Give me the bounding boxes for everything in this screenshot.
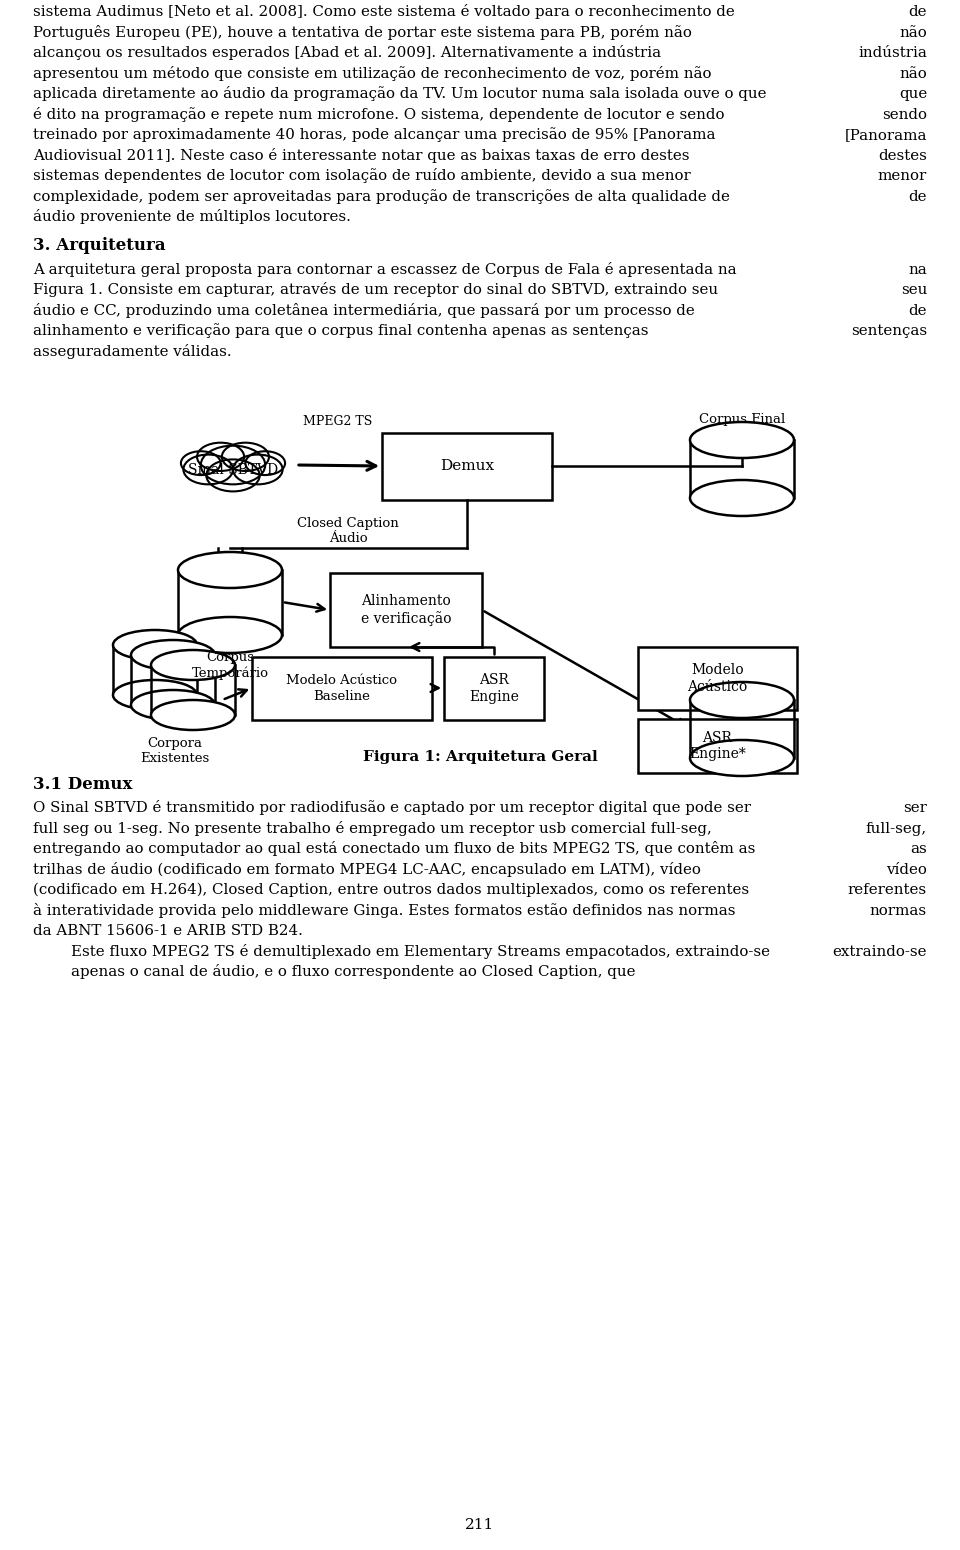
FancyBboxPatch shape [638, 719, 797, 773]
Text: Este fluxo MPEG2 TS é demultiplexado em Elementary Streams empacotados, extraind: Este fluxo MPEG2 TS é demultiplexado em … [71, 944, 770, 959]
Text: trilhas de áudio (codificado em formato MPEG4 LC-AAC, encapsulado em LATM), víde: trilhas de áudio (codificado em formato … [33, 862, 701, 877]
Text: é dito na programação e repete num microfone. O sistema, dependente de locutor e: é dito na programação e repete num micro… [33, 107, 725, 122]
Text: sistemas dependentes de locutor com isolação de ruído ambiente, devido a sua men: sistemas dependentes de locutor com isol… [33, 169, 691, 183]
Text: de: de [908, 189, 927, 203]
Text: sistema Audimus [Neto et al. 2008]. Como este sistema é voltado para o reconheci: sistema Audimus [Neto et al. 2008]. Como… [33, 5, 734, 19]
Text: Modelo Acústico
Baseline: Modelo Acústico Baseline [286, 674, 397, 702]
Text: à interatividade provida pelo middleware Ginga. Estes formatos estão definidos n: à interatividade provida pelo middleware… [33, 902, 735, 918]
Ellipse shape [197, 443, 244, 471]
Text: da ABNT 15606-1 e ARIB STD B24.: da ABNT 15606-1 e ARIB STD B24. [33, 924, 302, 938]
Text: Closed Caption: Closed Caption [298, 518, 398, 530]
Text: 3.1 Demux: 3.1 Demux [33, 777, 132, 794]
FancyBboxPatch shape [330, 574, 482, 646]
Ellipse shape [178, 617, 282, 653]
Polygon shape [178, 570, 282, 636]
Text: não: não [900, 67, 927, 81]
Text: de: de [908, 304, 927, 318]
Text: Português Europeu (PE), houve a tentativa de portar este sistema para PB, porém : Português Europeu (PE), houve a tentativ… [33, 25, 692, 40]
Text: que: que [899, 87, 927, 101]
Text: de: de [908, 5, 927, 19]
Text: A arquitetura geral proposta para contornar a escassez de Corpus de Fala é apres: A arquitetura geral proposta para contor… [33, 262, 736, 277]
Polygon shape [151, 665, 235, 715]
Text: referentes: referentes [848, 883, 927, 897]
Text: alinhamento e verificação para que o corpus final contenha apenas as sentenças: alinhamento e verificação para que o cor… [33, 324, 649, 338]
Ellipse shape [246, 451, 285, 474]
Text: ser: ser [903, 801, 927, 815]
Text: sendo: sendo [882, 107, 927, 122]
Text: (codificado em H.264), Closed Caption, entre outros dados multiplexados, como os: (codificado em H.264), Closed Caption, e… [33, 883, 749, 897]
Text: 211: 211 [466, 1517, 494, 1531]
FancyBboxPatch shape [638, 646, 797, 710]
Text: não: não [900, 26, 927, 40]
Text: destes: destes [878, 149, 927, 163]
Ellipse shape [151, 649, 235, 680]
Ellipse shape [201, 446, 265, 484]
Text: alcançou os resultados esperados [Abad et al. 2009]. Alternativamente a indústri: alcançou os resultados esperados [Abad e… [33, 45, 661, 60]
Polygon shape [113, 645, 197, 694]
Text: Sinal SBTVD: Sinal SBTVD [188, 463, 278, 477]
Polygon shape [690, 440, 794, 498]
Text: Modelo
Acústico: Modelo Acústico [687, 663, 748, 693]
Text: sentenças: sentenças [851, 324, 927, 338]
Ellipse shape [131, 690, 215, 721]
Text: Alinhamento
e verificação: Alinhamento e verificação [361, 594, 451, 626]
Text: apresentou um método que consiste em utilização de reconhecimento de voz, porém : apresentou um método que consiste em uti… [33, 65, 711, 81]
Ellipse shape [180, 451, 221, 474]
Text: 3. Arquitetura: 3. Arquitetura [33, 237, 166, 254]
Ellipse shape [131, 640, 215, 670]
Text: Demux: Demux [440, 459, 494, 473]
Text: normas: normas [870, 904, 927, 918]
Text: [Panorama: [Panorama [845, 129, 927, 143]
Ellipse shape [233, 454, 282, 484]
Text: full seg ou 1-seg. No presente trabalho é empregado um receptor usb comercial fu: full seg ou 1-seg. No presente trabalho … [33, 820, 711, 835]
Ellipse shape [113, 629, 197, 660]
Ellipse shape [690, 739, 794, 777]
Text: MPEG2 TS: MPEG2 TS [303, 415, 372, 428]
Text: apenas o canal de áudio, e o fluxo correspondente ao Closed Caption, que: apenas o canal de áudio, e o fluxo corre… [71, 964, 636, 980]
Ellipse shape [690, 682, 794, 718]
FancyBboxPatch shape [252, 657, 432, 721]
Text: entregando ao computador ao qual está conectado um fluxo de bits MPEG2 TS, que c: entregando ao computador ao qual está co… [33, 842, 756, 856]
Text: indústria: indústria [858, 46, 927, 60]
Text: menor: menor [877, 169, 927, 183]
Text: complexidade, podem ser aproveitadas para produção de transcrições de alta quali: complexidade, podem ser aproveitadas par… [33, 189, 730, 203]
Ellipse shape [151, 701, 235, 730]
Text: Áudio: Áudio [328, 532, 368, 544]
Text: Corpus Final: Corpus Final [699, 412, 785, 426]
Text: Audiovisual 2011]. Neste caso é interessante notar que as baixas taxas de erro d: Audiovisual 2011]. Neste caso é interess… [33, 147, 689, 163]
Ellipse shape [113, 680, 197, 710]
Ellipse shape [206, 459, 259, 491]
Text: Corpora
Existentes: Corpora Existentes [140, 736, 209, 766]
Text: seu: seu [900, 284, 927, 298]
Ellipse shape [690, 480, 794, 516]
Text: treinado por aproximadamente 40 horas, pode alcançar uma precisão de 95% [Panora: treinado por aproximadamente 40 horas, p… [33, 127, 715, 143]
Text: as: as [910, 842, 927, 856]
Ellipse shape [222, 443, 269, 471]
Text: áudio e CC, produzindo uma coletânea intermediária, que passará por um processo : áudio e CC, produzindo uma coletânea int… [33, 302, 695, 318]
Text: asseguradamente válidas.: asseguradamente válidas. [33, 344, 231, 358]
Ellipse shape [183, 454, 233, 484]
Ellipse shape [690, 422, 794, 457]
Text: áudio proveniente de múltiplos locutores.: áudio proveniente de múltiplos locutores… [33, 209, 350, 225]
Text: full-seg,: full-seg, [866, 822, 927, 835]
FancyBboxPatch shape [382, 432, 552, 501]
Text: na: na [908, 262, 927, 277]
Ellipse shape [178, 552, 282, 587]
Text: ASR
Engine: ASR Engine [469, 673, 519, 704]
Text: ASR
Engine*: ASR Engine* [689, 732, 746, 761]
Text: Figura 1. Consiste em capturar, através de um receptor do sinal do SBTVD, extrai: Figura 1. Consiste em capturar, através … [33, 282, 718, 298]
Text: Figura 1: Arquitetura Geral: Figura 1: Arquitetura Geral [363, 750, 597, 764]
Text: O Sinal SBTVD é transmitido por radiodifusão e captado por um receptor digital q: O Sinal SBTVD é transmitido por radiodif… [33, 800, 751, 815]
Polygon shape [690, 701, 794, 758]
Text: extraindo-se: extraindo-se [832, 944, 927, 959]
Text: Corpus
Temporário: Corpus Temporário [191, 651, 269, 679]
Text: vídeo: vídeo [886, 863, 927, 877]
FancyBboxPatch shape [444, 657, 544, 721]
Text: aplicada diretamente ao áudio da programação da TV. Um locutor numa sala isolada: aplicada diretamente ao áudio da program… [33, 87, 766, 101]
Polygon shape [131, 656, 215, 705]
